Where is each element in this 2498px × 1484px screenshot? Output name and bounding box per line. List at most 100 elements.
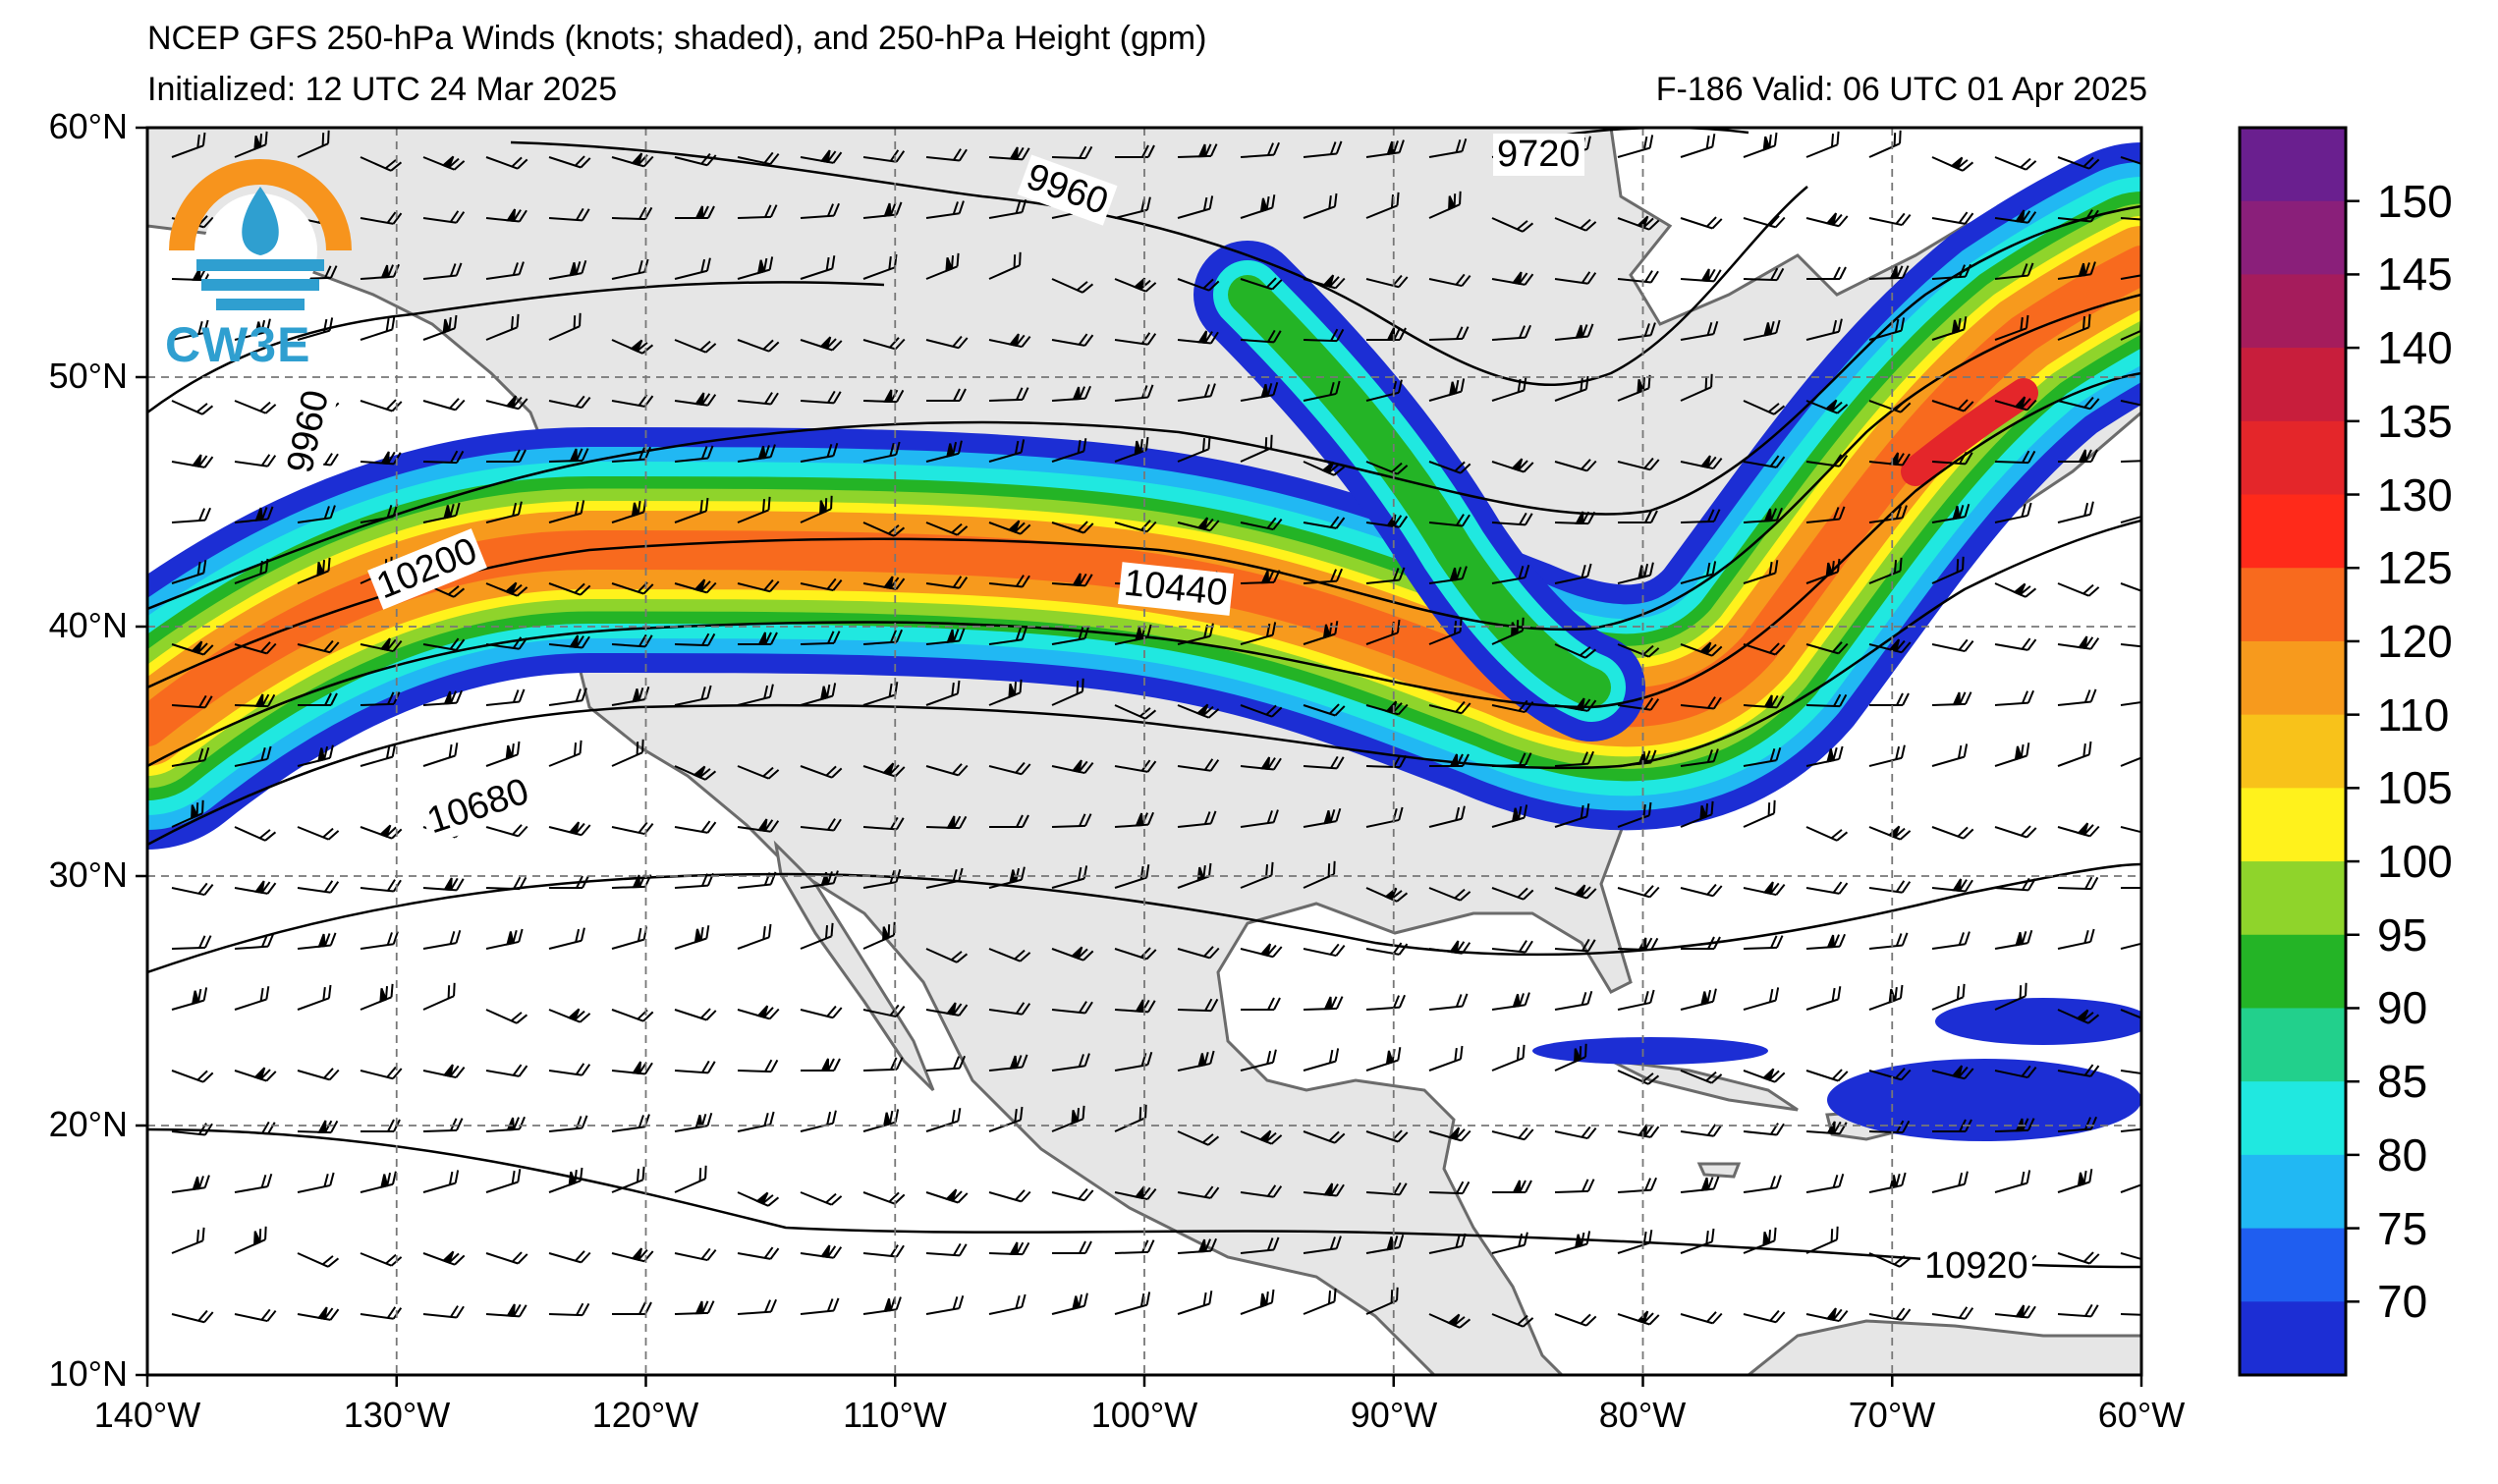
barb-feather: [1266, 810, 1273, 824]
wind-barb: [1618, 510, 1658, 523]
barb-pennant: [253, 136, 262, 151]
wind-barb: [2120, 826, 2141, 837]
barb-feather: [579, 740, 583, 754]
barb-feather: [1901, 213, 1912, 226]
barb-feather: [2026, 1170, 2031, 1183]
colorbar-label: 90: [2377, 982, 2428, 1034]
barb-feather: [826, 150, 837, 163]
wind-barb: [548, 634, 590, 649]
barb-feather: [580, 157, 591, 169]
barb-feather: [1899, 130, 1902, 144]
wind-barb: [925, 1055, 966, 1072]
wind-barb: [1931, 156, 1974, 172]
barb-feather: [956, 680, 961, 694]
wind-barb: [234, 1308, 277, 1323]
barb-feather: [1711, 134, 1716, 147]
barb-feather: [455, 1066, 466, 1078]
barb-feather: [1146, 624, 1152, 638]
barb-feather: [2087, 586, 2100, 597]
barb-feather: [2084, 1303, 2093, 1317]
barb-feather: [1769, 747, 1776, 762]
barb-feather: [763, 445, 770, 459]
barb-feather: [958, 440, 963, 454]
wind-barb: [2057, 396, 2100, 411]
wind-barb: [1177, 703, 1220, 719]
wind-barb: [1303, 516, 1346, 529]
barb-pennant: [2078, 635, 2088, 650]
wind-barb: [1491, 217, 1534, 233]
wind-barb: [737, 818, 780, 833]
wind-barb: [1554, 563, 1592, 584]
barb-feather: [1329, 943, 1340, 956]
barb-feather: [953, 1242, 962, 1256]
barb-feather: [518, 688, 526, 702]
barb-feather: [1328, 703, 1340, 715]
wind-barb: [360, 1066, 403, 1080]
barb-feather: [637, 927, 642, 942]
wind-barb: [1428, 137, 1468, 158]
barb-feather: [2148, 635, 2155, 648]
barb-feather: [264, 558, 269, 573]
barb-feather: [1958, 638, 1969, 651]
barb-feather: [1461, 993, 1469, 1007]
wind-barb: [1240, 809, 1279, 828]
barb-pennant: [757, 632, 766, 645]
barb-feather: [201, 132, 206, 146]
wind-barb: [1428, 378, 1466, 402]
wind-barb: [801, 1058, 841, 1072]
wind-barb: [1868, 265, 1910, 280]
wind-barb: [1303, 140, 1343, 158]
barb-pennant: [1071, 759, 1082, 774]
barb-feather: [1460, 463, 1471, 474]
barb-feather: [1773, 132, 1778, 146]
barb-pennant: [1574, 884, 1586, 898]
barb-pennant: [882, 762, 895, 776]
barb-feather: [959, 388, 967, 402]
barb-feather: [1396, 192, 1400, 206]
barb-feather: [826, 1298, 834, 1312]
barb-feather: [1643, 323, 1650, 337]
wind-barb: [1052, 1240, 1092, 1254]
barb-feather: [643, 446, 651, 461]
barb-feather: [1894, 827, 1906, 839]
wind-barb: [1428, 514, 1471, 527]
barb-feather: [1582, 1179, 1589, 1192]
wind-barb: [1680, 561, 1717, 584]
barb-feather: [701, 873, 709, 887]
barb-feather: [958, 337, 969, 349]
barb-feather: [1836, 1226, 1839, 1240]
wind-barb: [1177, 1291, 1213, 1315]
barb-feather: [1208, 947, 1220, 960]
barb-feather: [1014, 440, 1020, 455]
barb-feather: [1902, 692, 1910, 706]
barb-feather: [1020, 439, 1026, 453]
barb-feather: [1642, 1231, 1647, 1245]
wind-barb: [1931, 263, 1971, 280]
barb-feather: [826, 443, 833, 458]
barb-feather: [1770, 935, 1778, 949]
wind-barb: [1303, 1182, 1345, 1197]
barb-pennant: [632, 1061, 642, 1075]
barb-feather: [264, 1226, 267, 1240]
barb-feather: [1083, 1292, 1088, 1306]
barb-feather: [1393, 754, 1402, 768]
barb-feather: [1964, 639, 1974, 652]
barb-feather: [2022, 690, 2029, 704]
wind-barb: [2057, 1009, 2100, 1024]
barb-feather: [1207, 708, 1220, 719]
barb-feather: [890, 1244, 899, 1257]
barb-pennant: [379, 637, 391, 652]
height-contour: [147, 862, 2141, 974]
barb-feather: [1712, 1125, 1723, 1137]
barb-feather: [259, 401, 271, 412]
barb-pennant: [2078, 262, 2086, 278]
wind-barb: [1051, 1292, 1088, 1315]
barb-feather: [1775, 1123, 1785, 1136]
barb-feather: [517, 825, 528, 838]
barb-feather: [513, 449, 521, 463]
colorbar-segment: [2240, 420, 2346, 496]
wind-barb: [1868, 505, 1908, 523]
colorbar-segment: [2240, 1301, 2346, 1376]
barb-feather: [1145, 521, 1157, 533]
barb-feather: [641, 739, 644, 753]
